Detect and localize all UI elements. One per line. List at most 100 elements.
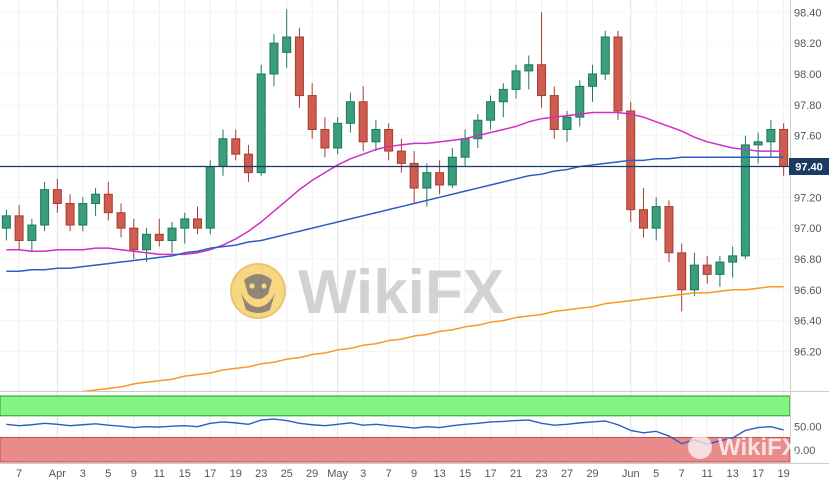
candle-down: [14, 215, 24, 241]
x-axis-tick-label: 29: [306, 468, 318, 480]
x-axis-tick-label: 27: [561, 468, 573, 480]
overbought-band: [0, 395, 791, 417]
x-axis-tick-label: 13: [433, 468, 445, 480]
ma-slow-line: [81, 285, 784, 391]
moving-average-lines: [6, 111, 784, 391]
x-axis-tick-label: 9: [131, 468, 137, 480]
candle-up: [473, 119, 483, 140]
candle-up: [753, 141, 763, 146]
candle-up: [728, 255, 738, 263]
candle-down: [231, 138, 241, 155]
x-axis-tick-label: 7: [679, 468, 685, 480]
candle-down: [52, 189, 62, 204]
x-axis-tick-label: 5: [105, 468, 111, 480]
indicator-line: [6, 418, 784, 445]
indicator-axis-label: 50.00: [794, 422, 822, 434]
candle-down: [435, 172, 445, 186]
x-axis-tick-label: 9: [411, 468, 417, 480]
candle-down: [103, 193, 113, 214]
x-axis-tick-label: 29: [586, 468, 598, 480]
wikifx-logo-icon: [230, 263, 286, 319]
x-axis-tick-label: 15: [179, 468, 191, 480]
candle-up: [651, 206, 661, 229]
price-axis-label: 96.60: [794, 285, 822, 297]
price-axis-label: 97.60: [794, 131, 822, 143]
price-axis-label: 96.20: [794, 346, 822, 358]
price-badge-bg: [789, 157, 829, 175]
candle-up: [205, 165, 215, 229]
x-axis-tick-label: 17: [752, 468, 764, 480]
indicator-axis-label: 0.00: [794, 445, 815, 457]
x-axis-tick-label: 7: [386, 468, 392, 480]
candle-up: [740, 144, 750, 257]
candle-up: [282, 36, 292, 53]
candle-down: [154, 233, 164, 241]
candle-up: [460, 138, 470, 158]
candle-down: [664, 206, 674, 254]
candle-down: [193, 218, 202, 229]
candle-up: [689, 264, 699, 291]
candle-up: [333, 122, 343, 149]
candles: [1, 9, 789, 312]
candle-down: [396, 150, 406, 164]
price-axis-label: 97.00: [794, 223, 822, 235]
candle-down: [129, 227, 139, 251]
candle-down: [243, 153, 253, 174]
corner-watermark-logo-icon: [688, 435, 712, 459]
candle-up: [180, 218, 190, 229]
candle-up: [167, 227, 177, 241]
price-axis-label: 96.40: [794, 316, 822, 328]
x-axis-tick-label: Jun: [622, 468, 640, 480]
candle-down: [638, 209, 648, 229]
center-watermark: WikiFX: [230, 258, 504, 327]
oversold-band: [0, 436, 791, 463]
candle-up: [1, 215, 11, 229]
x-axis-tick-label: 25: [281, 468, 293, 480]
candle-up: [91, 193, 101, 204]
x-axis-tick-label: 19: [230, 468, 242, 480]
candle-down: [779, 128, 789, 167]
x-axis-tick-label: 15: [459, 468, 471, 480]
x-axis-tick-label: 17: [484, 468, 496, 480]
candle-down: [702, 264, 712, 275]
x-axis-tick-label: 13: [727, 468, 739, 480]
price-axis-label: 98.00: [794, 69, 822, 81]
candle-up: [78, 202, 88, 226]
candle-up: [575, 85, 585, 118]
x-axis-tick-label: 5: [653, 468, 659, 480]
candle-up: [588, 73, 597, 87]
price-badge-label: 97.40: [795, 161, 823, 173]
candle-up: [27, 224, 37, 241]
ma-fast-line: [6, 111, 784, 256]
candle-down: [307, 95, 317, 130]
candle-up: [524, 64, 534, 72]
x-axis-tick-label: May: [327, 468, 348, 480]
candle-down: [537, 64, 547, 97]
candle-down: [384, 128, 394, 152]
candle-up: [422, 172, 432, 189]
candle-up: [371, 128, 381, 143]
x-axis-tick-label: 7: [16, 468, 22, 480]
x-axis-tick-label: 3: [360, 468, 366, 480]
corner-watermark: WikiFX: [688, 434, 798, 461]
candle-down: [549, 95, 559, 130]
ma-mid-line: [6, 156, 784, 273]
x-axis-tick-label: 23: [255, 468, 267, 480]
price-axis-label: 96.80: [794, 254, 822, 266]
x-axis-tick-label: 17: [204, 468, 216, 480]
corner-watermark-text: WikiFX: [718, 434, 798, 461]
candle-down: [358, 101, 368, 143]
watermark-text: WikiFX: [298, 258, 504, 327]
price-axis-label: 98.40: [794, 7, 822, 19]
candle-down: [294, 36, 304, 97]
candle-up: [511, 70, 521, 90]
price-axis-label: 97.80: [794, 100, 822, 112]
candle-up: [498, 88, 508, 103]
candle-up: [562, 116, 572, 130]
x-axis-tick-label: 3: [80, 468, 86, 480]
current-price-badge: 97.40: [789, 157, 829, 175]
candle-up: [600, 36, 610, 75]
candle-up: [256, 73, 266, 174]
